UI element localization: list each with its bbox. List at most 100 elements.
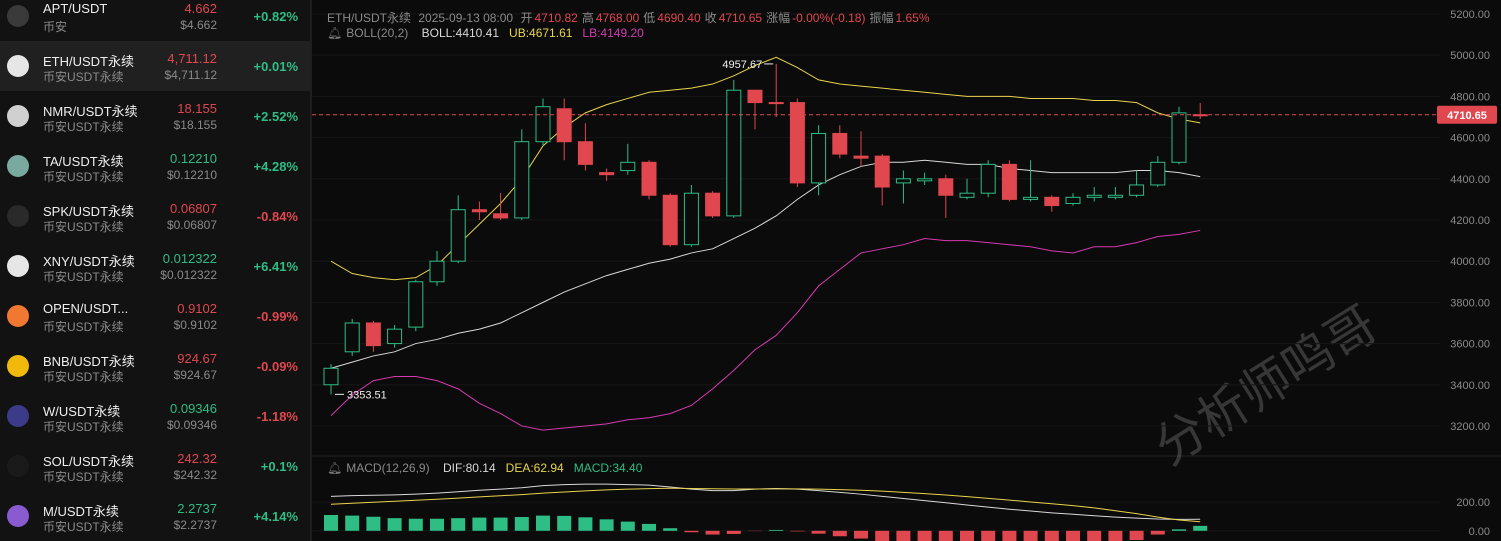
exchange: 币安USDT永续 bbox=[43, 520, 124, 534]
macd-bar bbox=[938, 530, 953, 541]
price: 2.2737 bbox=[177, 501, 217, 516]
usd-price: $4,711.12 bbox=[164, 68, 218, 82]
field-label: 开 bbox=[520, 11, 533, 25]
change: -0.09% bbox=[256, 359, 298, 374]
macd-bar bbox=[684, 530, 699, 533]
change: -1.18% bbox=[256, 409, 298, 424]
candle-body bbox=[1171, 112, 1187, 163]
price-panel: 4957.67 3353.51 bbox=[312, 13, 1440, 431]
y-tick-label: 200.00 bbox=[1456, 497, 1490, 509]
macd-value: MACD:34.40 bbox=[573, 461, 643, 475]
price: 0.012322 bbox=[162, 251, 217, 266]
candle-body bbox=[535, 106, 551, 143]
macd-bar bbox=[960, 530, 974, 541]
field-value: 4768.00 bbox=[595, 11, 640, 25]
coin-icon bbox=[7, 255, 29, 277]
symbol: M/USDT永续 bbox=[43, 504, 119, 519]
macd-bar bbox=[811, 530, 826, 534]
macd-bar bbox=[663, 528, 678, 531]
price: 4.662 bbox=[184, 1, 217, 16]
candle-body bbox=[662, 194, 678, 246]
change: +0.01% bbox=[253, 59, 298, 74]
candle-body bbox=[1023, 196, 1039, 200]
candle-body bbox=[874, 155, 890, 188]
change: +4.14% bbox=[253, 509, 298, 524]
price: 0.9102 bbox=[177, 301, 217, 316]
boll-value: LB:4149.20 bbox=[582, 26, 644, 40]
macd-bar bbox=[599, 519, 614, 531]
watchlist-row: W/USDT永续 币安USDT永续 0.09346 $0.09346 -1.18% bbox=[0, 391, 310, 441]
symbol: W/USDT永续 bbox=[43, 404, 121, 419]
watchlist: APT/USDT 币安 4.662 $4.662 +0.82% ETH/USDT永续 币安U… bbox=[0, 0, 312, 541]
watchlist-row: M/USDT永续 币安USDT永续 2.2737 $2.2737 +4.14% bbox=[0, 491, 310, 541]
macd-bar bbox=[514, 517, 529, 531]
macd-bar bbox=[1129, 530, 1144, 540]
field-value: 4710.82 bbox=[534, 11, 578, 25]
macd-bar bbox=[1108, 530, 1123, 541]
macd-bar bbox=[472, 517, 487, 531]
watchlist-row: TA/USDT永续 币安USDT永续 0.12210 $0.12210 +4.28% bbox=[0, 141, 310, 191]
candle-body bbox=[344, 322, 360, 353]
y-tick-label: 4200.00 bbox=[1450, 215, 1490, 227]
exchange: 币安USDT永续 bbox=[43, 470, 124, 484]
usd-price: $242.32 bbox=[173, 468, 217, 482]
change: +4.28% bbox=[253, 159, 298, 174]
usd-price: $2.2737 bbox=[173, 518, 217, 532]
min-label: 3353.51 bbox=[347, 389, 387, 401]
symbol: TA/USDT永续 bbox=[43, 154, 124, 169]
macd-bar bbox=[345, 515, 360, 531]
coin-icon bbox=[7, 505, 29, 527]
field-label: 低 bbox=[643, 11, 656, 25]
y-tick-label: 5000.00 bbox=[1450, 50, 1490, 62]
symbol: OPEN/USDT... bbox=[43, 301, 129, 316]
candle-body bbox=[789, 102, 805, 184]
ohlc-header: ETH/USDT永续 2025-09-13 08:00 开 4710.82 高 476… bbox=[327, 9, 938, 26]
change: +2.52% bbox=[253, 109, 298, 124]
candle-body bbox=[450, 209, 466, 262]
price: 18.155 bbox=[177, 101, 217, 116]
field-value: -0.00%(-0.18) bbox=[792, 11, 866, 25]
symbol: APT/USDT bbox=[43, 1, 108, 16]
boll-upper-line bbox=[330, 56, 1201, 281]
dea-line bbox=[330, 487, 1201, 523]
exchange: 币安USDT永续 bbox=[43, 370, 124, 384]
candle-body bbox=[493, 213, 509, 219]
field-label: 收 bbox=[704, 11, 717, 25]
candle-body bbox=[1107, 194, 1123, 198]
candle-body bbox=[1086, 194, 1102, 198]
price: 0.12210 bbox=[170, 151, 217, 166]
macd-bar bbox=[1150, 530, 1165, 535]
macd-header: 🔔︎ MACD(12,26,9) DIF:80.14 DEA:62.94 MACD:3… bbox=[327, 461, 650, 475]
candle-body bbox=[980, 163, 996, 194]
macd-bar bbox=[769, 529, 784, 531]
coin-icon bbox=[7, 55, 29, 77]
coin-icon bbox=[7, 455, 29, 477]
candle-body bbox=[1129, 184, 1145, 196]
candle-body bbox=[726, 89, 742, 217]
usd-price: $0.012322 bbox=[160, 268, 217, 282]
macd-bar bbox=[620, 521, 635, 531]
macd-bar bbox=[875, 530, 890, 541]
macd-panel bbox=[312, 483, 1440, 541]
y-tick-label: 0.00 bbox=[1469, 526, 1490, 538]
symbol: ETH/USDT永续 bbox=[43, 54, 135, 69]
macd-bar bbox=[1087, 530, 1102, 541]
candle-body bbox=[599, 172, 615, 176]
field-value: 4690.40 bbox=[657, 11, 701, 25]
usd-price: $18.155 bbox=[173, 118, 217, 132]
watchlist-row: NMR/USDT永续 币安USDT永续 18.155 $18.155 +2.52% bbox=[0, 91, 310, 141]
candle-body bbox=[1044, 196, 1060, 207]
price-axis: 3200.00 3400.00 3600.00 3800.00 4000.00 4200.… bbox=[1437, 9, 1497, 538]
price: 924.67 bbox=[177, 351, 217, 366]
watermark: 分析师鸣哥 bbox=[1145, 296, 1387, 476]
macd-bar bbox=[536, 515, 550, 531]
macd-bar bbox=[642, 523, 656, 531]
macd-value: DEA:62.94 bbox=[505, 461, 564, 475]
candle-body bbox=[1001, 163, 1017, 200]
watchlist-row: APT/USDT 币安 4.662 $4.662 +0.82% bbox=[0, 0, 310, 41]
change: +0.1% bbox=[260, 459, 298, 474]
candle-body bbox=[408, 281, 424, 328]
symbol: XNY/USDT永续 bbox=[43, 254, 135, 269]
macd-bar bbox=[981, 530, 996, 541]
